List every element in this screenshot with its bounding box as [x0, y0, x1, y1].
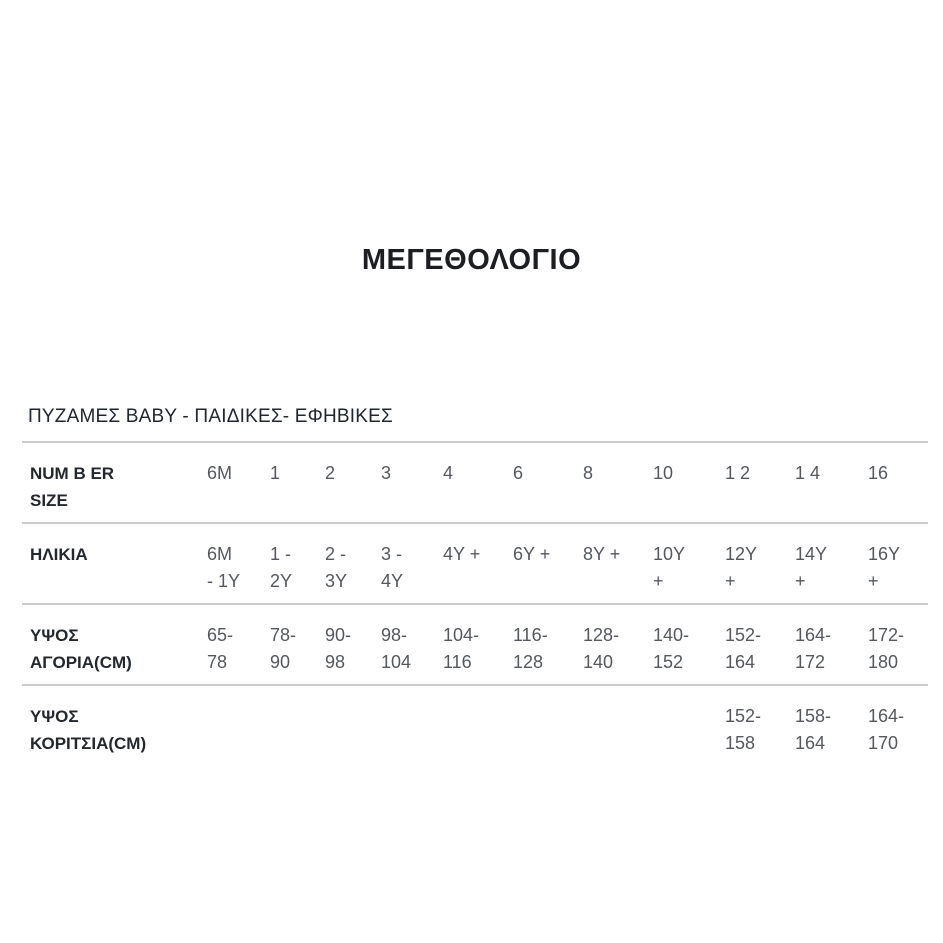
table-cell: 78- 90	[270, 625, 297, 672]
table-cell: 6M	[207, 463, 233, 483]
table-cell	[199, 685, 262, 765]
table-cell: 6Y +	[513, 544, 551, 564]
size-table: NUM B ER SIZE 6M 1 2 3 4 6 8 10 1 2 1 4 …	[22, 441, 928, 765]
table-cell: 1 4	[795, 463, 821, 483]
table-cell: 65- 78	[207, 625, 234, 672]
table-cell	[645, 685, 717, 765]
row-label: ΗΛΙΚΙΑ	[30, 545, 88, 564]
page-title: ΜΕΓΕΘΟΛΟΓΙΟ	[361, 244, 582, 276]
table-cell: 16	[868, 463, 889, 483]
table-cell: 2	[325, 463, 336, 483]
table-cell	[505, 685, 575, 765]
table-cell: 90- 98	[325, 625, 352, 672]
table-cell	[435, 685, 505, 765]
row-label: ΥΨΟΣ ΑΓΟΡΙΑ(CM)	[30, 626, 132, 672]
table-cell	[317, 685, 373, 765]
table-cell: 2 - 3Y	[325, 544, 348, 591]
table-cell: 152- 158	[725, 706, 762, 753]
row-label: ΥΨΟΣ ΚΟΡΙΤΣΙΑ(CM)	[30, 707, 147, 753]
table-cell: 1 - 2Y	[270, 544, 293, 591]
table-cell: 104- 116	[443, 625, 480, 672]
table-cell: 8Y +	[583, 544, 621, 564]
table-cell: 164- 170	[868, 706, 905, 753]
table-cell: 10Y +	[653, 544, 686, 591]
table-cell	[373, 685, 435, 765]
table-cell: 6M - 1Y	[207, 544, 241, 591]
table-cell: 4Y +	[443, 544, 481, 564]
table-cell: 1 2	[725, 463, 751, 483]
table-row-number-size: NUM B ER SIZE 6M 1 2 3 4 6 8 10 1 2 1 4 …	[22, 442, 928, 523]
table-cell: 16Y +	[868, 544, 901, 591]
table-cell: 4	[443, 463, 454, 483]
table-cell: 140- 152	[653, 625, 690, 672]
table-cell: 14Y +	[795, 544, 828, 591]
table-cell: 152- 164	[725, 625, 762, 672]
table-row-height-boys: ΥΨΟΣ ΑΓΟΡΙΑ(CM) 65- 78 78- 90 90- 98 98-…	[22, 604, 928, 685]
row-label: NUM B ER SIZE	[30, 464, 115, 510]
table-cell	[575, 685, 645, 765]
section-heading: ΠΥΖΑΜΕΣ BABY - ΠΑΙΔΙΚΕΣ- ΕΦΗΒΙΚΕΣ	[28, 406, 393, 427]
table-cell: 8	[583, 463, 594, 483]
table-cell: 164- 172	[795, 625, 832, 672]
table-cell: 6	[513, 463, 524, 483]
table-cell: 98- 104	[381, 625, 412, 672]
table-cell: 172- 180	[868, 625, 905, 672]
table-cell: 12Y +	[725, 544, 758, 591]
table-cell: 3	[381, 463, 392, 483]
table-cell: 158- 164	[795, 706, 832, 753]
table-row-age: ΗΛΙΚΙΑ 6M - 1Y 1 - 2Y 2 - 3Y 3 - 4Y 4Y +…	[22, 523, 928, 604]
table-cell: 10	[653, 463, 674, 483]
table-cell: 3 - 4Y	[381, 544, 404, 591]
table-cell	[262, 685, 317, 765]
table-cell: 128- 140	[583, 625, 620, 672]
table-cell: 116- 128	[513, 625, 548, 672]
table-cell: 1	[270, 463, 281, 483]
table-row-height-girls: ΥΨΟΣ ΚΟΡΙΤΣΙΑ(CM) 152- 158 158- 164 164-…	[22, 685, 928, 765]
